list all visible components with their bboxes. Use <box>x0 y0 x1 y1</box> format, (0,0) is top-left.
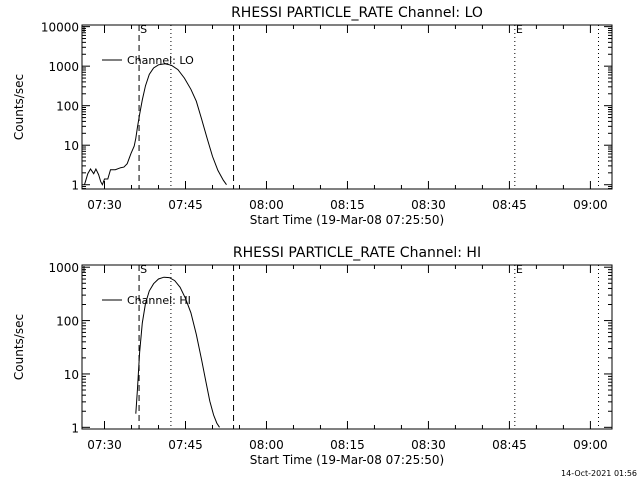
event-marker-s: S <box>140 23 147 36</box>
chart-title: RHESSI PARTICLE_RATE Channel: HI <box>233 245 481 261</box>
x-tick-label: 08:15 <box>330 198 365 212</box>
y-tick-label: 1000 <box>48 60 79 74</box>
event-marker-e: E <box>516 263 523 276</box>
y-tick-label: 100 <box>56 100 79 114</box>
legend-label: Channel: HI <box>127 294 191 307</box>
x-tick-label: 07:45 <box>168 198 203 212</box>
y-axis-label: Counts/sec <box>12 314 26 380</box>
x-tick-label: 07:30 <box>87 198 122 212</box>
y-tick-label: 1 <box>71 179 79 193</box>
y-tick-label: 100 <box>56 315 79 329</box>
x-tick-label: 09:00 <box>573 198 608 212</box>
x-tick-label: 08:45 <box>492 438 527 452</box>
plot-frame <box>81 264 613 430</box>
y-tick-label: 1 <box>71 421 79 435</box>
chart-title: RHESSI PARTICLE_RATE Channel: LO <box>231 5 483 21</box>
x-tick-label: 08:00 <box>249 438 284 452</box>
x-axis-label: Start Time (19-Mar-08 07:25:50) <box>250 453 444 467</box>
x-tick-label: 09:00 <box>573 438 608 452</box>
plot-frame <box>81 24 613 190</box>
event-marker-e: E <box>516 23 523 36</box>
x-tick-label: 08:30 <box>411 198 446 212</box>
chart-panel-hi: RHESSI PARTICLE_RATE Channel: HI 07:30 07:… <box>12 245 613 467</box>
x-tick-label: 07:30 <box>87 438 122 452</box>
y-tick-label: 10 <box>64 368 79 382</box>
event-marker-s: S <box>140 263 147 276</box>
x-tick-label: 08:45 <box>492 198 527 212</box>
y-tick-label: 1000 <box>48 261 79 275</box>
y-axis-label: Counts/sec <box>12 74 26 140</box>
x-tick-label: 08:00 <box>249 198 284 212</box>
y-tick-label: 10000 <box>41 21 79 35</box>
x-axis-label: Start Time (19-Mar-08 07:25:50) <box>250 213 444 227</box>
x-tick-label: 08:15 <box>330 438 365 452</box>
series-line-0 <box>84 63 227 186</box>
series-line-0 <box>135 276 220 428</box>
x-tick-label: 07:45 <box>168 438 203 452</box>
y-tick-label: 10 <box>64 139 79 153</box>
footer-timestamp: 14-Oct-2021 01:56 <box>561 469 637 478</box>
legend-label: Channel: LO <box>127 54 194 67</box>
chart-panel-lo: RHESSI PARTICLE_RATE Channel: LO 07:30 07:… <box>12 5 613 227</box>
x-tick-label: 08:30 <box>411 438 446 452</box>
